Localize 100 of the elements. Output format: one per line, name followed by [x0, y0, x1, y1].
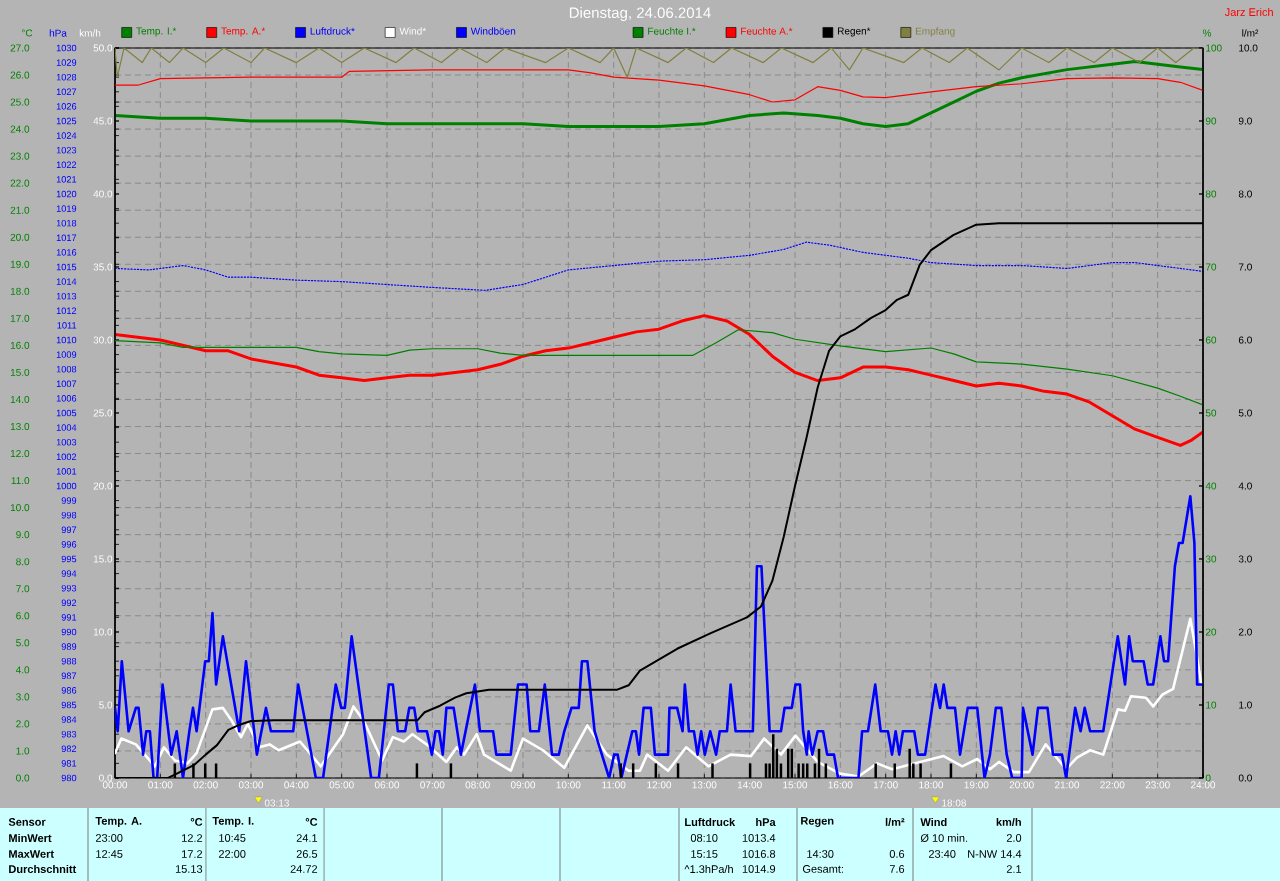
- y2-tick-label: 993: [61, 584, 77, 592]
- y2-tick-label: 981: [61, 759, 77, 767]
- y2-tick-label: 1025: [56, 117, 77, 125]
- text: 18:08: [942, 799, 967, 807]
- y2-tick-label: 1001: [56, 467, 77, 475]
- text: Wind: [920, 817, 947, 826]
- legend-label: Empfang: [915, 27, 955, 37]
- text: °C: [190, 817, 203, 826]
- text: 1016.8: [742, 849, 776, 858]
- y2-tick-label: 0.0: [1238, 774, 1252, 782]
- x-tick-label: 16:00: [828, 781, 853, 789]
- text: 23:40: [928, 849, 956, 858]
- x-tick-label: 04:00: [284, 781, 309, 789]
- text: Regen: [801, 816, 834, 827]
- y2-tick-label: 1002: [56, 453, 77, 460]
- y2-tick-label: 1020: [56, 190, 77, 198]
- y2-tick-label: 1018: [56, 219, 77, 227]
- y2-tick-label: 985: [61, 701, 77, 709]
- y-tick-label: 11.0: [11, 476, 30, 484]
- y2-tick-label: 1006: [56, 394, 77, 402]
- y-axis-title: °C: [21, 29, 33, 37]
- y-tick-label: 60: [1205, 336, 1217, 344]
- text: Jarz Erich: [1224, 7, 1273, 16]
- text: 08:10: [690, 833, 718, 842]
- y-tick-label: 50: [1205, 409, 1217, 417]
- y3-tick-label: 50.0: [93, 44, 113, 52]
- y-tick-label: 6.0: [16, 611, 30, 620]
- text: Luftdruck: [685, 817, 736, 826]
- y-tick-label: 20.0: [10, 233, 30, 241]
- y2-tick-label: 997: [61, 526, 77, 533]
- y2-tick-label: 1019: [56, 205, 77, 212]
- y-tick-label: 17.0: [10, 314, 30, 322]
- text: Gesamt:: [802, 864, 843, 873]
- y-tick-label: 23.0: [10, 152, 30, 160]
- y-tick-label: 4.0: [15, 666, 30, 674]
- y-tick-label: 15.0: [10, 368, 30, 376]
- text: 14:30: [807, 849, 834, 858]
- y-tick-label: 8.0: [16, 557, 30, 565]
- y2-tick-label: 1012: [56, 307, 77, 314]
- x-tick-label: 20:00: [1009, 781, 1034, 789]
- y2-tick-label: 1023: [56, 146, 77, 154]
- y2-tick-label: 3.0: [1238, 555, 1252, 563]
- y2-tick-label: 1013: [56, 292, 77, 300]
- y-tick-label: 90: [1205, 117, 1217, 125]
- y2-tick-label: 2.0: [1238, 628, 1252, 636]
- x-tick-label: 13:00: [692, 781, 717, 789]
- text: Temp. A.: [95, 816, 142, 827]
- legend-label: Regen*: [837, 27, 871, 37]
- y-tick-label: 16.0: [10, 341, 30, 349]
- text: 15.13: [175, 864, 203, 873]
- y2-tick-label: 1029: [56, 59, 77, 66]
- text: 7.6: [889, 864, 905, 873]
- y-tick-label: 14.0: [10, 395, 30, 403]
- x-tick-label: 10:00: [556, 781, 581, 789]
- y3-tick-label: 25.0: [93, 409, 113, 417]
- y-tick-label: 10: [1206, 701, 1217, 709]
- text: Durchschnitt: [9, 864, 77, 873]
- y-tick-label: 0.0: [16, 774, 30, 782]
- text: 12:45: [96, 849, 123, 858]
- y-tick-label: 30: [1205, 555, 1217, 563]
- x-tick-label: 03:00: [238, 781, 264, 789]
- text: 03:13: [264, 799, 289, 807]
- text: 23:00: [95, 833, 123, 842]
- text: 2.1: [1006, 864, 1022, 873]
- text: 0.6: [889, 849, 905, 858]
- y2-tick-label: 986: [61, 686, 77, 694]
- text: hPa: [756, 817, 776, 826]
- y-tick-label: 27.0: [10, 44, 30, 52]
- x-tick-label: 11:00: [602, 781, 626, 789]
- text: 12.2: [182, 833, 203, 842]
- y-tick-label: 26.0: [10, 71, 30, 79]
- y2-tick-label: 1027: [56, 88, 77, 95]
- y3-axis-title: km/h: [79, 29, 101, 37]
- line-series: [115, 69, 1203, 103]
- x-tick-label: 15:00: [783, 781, 808, 789]
- x-tick-label: 23:00: [1145, 781, 1170, 789]
- text: 10:45: [219, 833, 246, 842]
- y2-tick-label: 1016: [56, 248, 77, 256]
- y3-tick-label: 40.0: [93, 190, 113, 198]
- y3-tick-label: 30.0: [93, 336, 113, 344]
- chart-title: Dienstag, 24.06.2014: [569, 6, 711, 21]
- y2-tick-label: 10.0: [1239, 44, 1258, 52]
- y2-tick-label: 998: [61, 511, 77, 519]
- y2-axis-title: l/m²: [1242, 29, 1259, 37]
- text: °C: [305, 817, 318, 826]
- y2-axis-title: hPa: [49, 29, 67, 37]
- x-tick-label: 02:00: [193, 781, 218, 789]
- text: 24.1: [296, 833, 318, 842]
- x-tick-label: 12:00: [647, 781, 672, 789]
- y-tick-label: 19.0: [10, 260, 30, 268]
- line-series: [115, 241, 1203, 291]
- y2-tick-label: 988: [61, 657, 77, 665]
- y-tick-label: 20: [1205, 628, 1217, 636]
- x-tick-label: 05:00: [329, 781, 354, 789]
- y-tick-label: 10.0: [10, 503, 30, 511]
- y2-tick-label: 9.0: [1238, 117, 1252, 125]
- y-tick-label: 7.0: [16, 584, 30, 593]
- y-tick-label: 9.0: [16, 530, 30, 538]
- y2-tick-label: 1007: [56, 380, 77, 387]
- text: 24.72: [290, 864, 318, 873]
